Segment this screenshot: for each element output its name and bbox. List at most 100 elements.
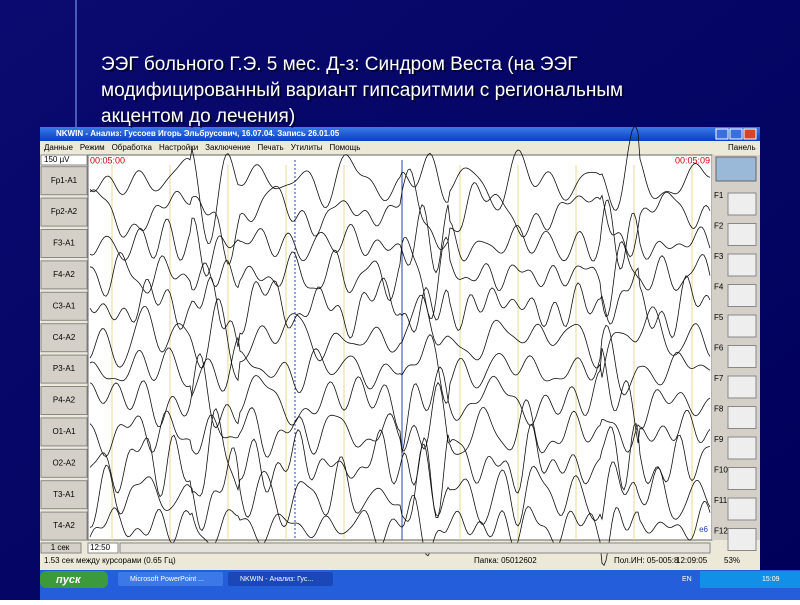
status-field: 1.53 сек между курсорами (0.65 Гц) xyxy=(44,556,176,565)
channel-button[interactable] xyxy=(40,354,88,384)
scale-box xyxy=(40,154,88,166)
menu-item[interactable]: Режим xyxy=(80,143,105,152)
channel-label: P4-A2 xyxy=(53,396,76,405)
start-label[interactable]: пуск xyxy=(56,574,82,586)
channel-label: O2-A2 xyxy=(52,458,76,467)
toolbar-key[interactable]: F12 xyxy=(714,527,728,536)
toolbar-button[interactable] xyxy=(727,467,757,490)
toolbar-button[interactable] xyxy=(727,223,757,246)
status-field: 12:09:05 xyxy=(676,556,708,565)
channel-label: T4-A2 xyxy=(53,521,75,530)
toolbar-key[interactable]: F7 xyxy=(714,374,724,383)
marker-label: e6 xyxy=(699,525,708,534)
page-unit: 1 сек xyxy=(51,543,70,552)
tray xyxy=(700,571,800,588)
eeg-trace xyxy=(89,267,711,348)
start-button[interactable] xyxy=(40,571,108,588)
window-title: NKWIN - Анализ: Гуссоев Игорь Эльбрусови… xyxy=(56,129,340,138)
toolbar-key[interactable]: F9 xyxy=(714,435,724,444)
toolbar-key[interactable]: F6 xyxy=(714,344,724,353)
channel-button[interactable] xyxy=(40,291,88,321)
menu-item[interactable]: Заключение xyxy=(205,143,251,152)
toolbar-key[interactable]: F2 xyxy=(714,222,724,231)
title-shadow: акцентом до лечения) xyxy=(103,108,297,129)
toolbar-button[interactable] xyxy=(727,314,757,338)
toolbar-key[interactable]: F5 xyxy=(714,313,724,322)
slide-title: модифицированный вариант гипсаритмии с р… xyxy=(101,80,623,101)
slide-title: акцентом до лечения) xyxy=(101,106,295,127)
channel-button[interactable] xyxy=(40,511,88,541)
toolbar-button[interactable] xyxy=(727,284,757,307)
eeg-trace xyxy=(89,294,711,382)
eeg-trace xyxy=(89,126,711,245)
channel-label: O1-A1 xyxy=(52,427,76,436)
status-field: Пол.ИН: 05-005:8 xyxy=(614,556,679,565)
channel-button[interactable] xyxy=(40,197,88,227)
toolbar-key[interactable]: F10 xyxy=(714,466,728,475)
toolbar-button[interactable] xyxy=(727,345,757,368)
menu-item[interactable]: Печать xyxy=(258,143,284,152)
menu-item[interactable]: Данные xyxy=(44,143,73,152)
time-start: 00:05:00 xyxy=(90,155,125,165)
window-button[interactable] xyxy=(743,128,757,140)
lang: EN xyxy=(682,576,692,583)
menu-item[interactable]: Обработка xyxy=(112,143,153,152)
toolbar-key[interactable]: F1 xyxy=(714,191,724,200)
channel-label: F4-A2 xyxy=(53,270,75,279)
toolbar-key[interactable]: F3 xyxy=(714,252,724,261)
menu-item[interactable]: Настройки xyxy=(159,143,198,152)
title-shadow: модифицированный вариант гипсаритмии с р… xyxy=(103,82,625,103)
title-shadow: ЭЭГ больного Г.Э. 5 мес. Д-з: Синдром Ве… xyxy=(103,56,580,77)
toolbar-key[interactable]: F8 xyxy=(714,405,724,414)
toolbar-button[interactable] xyxy=(727,375,757,399)
toolbar-key[interactable]: F4 xyxy=(714,283,724,292)
channel-button[interactable] xyxy=(40,260,88,290)
toolbar-button[interactable] xyxy=(727,406,757,429)
toolbar-button[interactable] xyxy=(727,436,757,460)
toolbar-icon[interactable] xyxy=(715,156,757,182)
menu-item[interactable]: Утилиты xyxy=(291,143,323,152)
channel-button[interactable] xyxy=(40,229,88,258)
toolbar-button[interactable] xyxy=(727,192,757,216)
toolbar-button[interactable] xyxy=(727,253,757,277)
eeg-trace xyxy=(89,348,711,454)
panel-label[interactable]: Панель xyxy=(728,143,756,152)
status-field: 53% xyxy=(724,556,740,565)
task-button[interactable] xyxy=(118,572,223,586)
channel-label: C3-A1 xyxy=(53,301,76,310)
toolbar-button[interactable] xyxy=(727,497,757,521)
eeg-trace xyxy=(89,494,711,567)
page-unit-box xyxy=(40,542,82,554)
task-label[interactable]: Microsoft PowerPoint ... xyxy=(130,576,204,583)
scrollbar[interactable] xyxy=(119,542,711,554)
clock: 15:09 xyxy=(762,576,780,583)
channel-button[interactable] xyxy=(40,448,88,478)
channel-label: F3-A1 xyxy=(53,239,75,248)
scale-label: 150 µV xyxy=(44,155,70,164)
page-time-box xyxy=(87,542,119,554)
channel-button[interactable] xyxy=(40,323,88,353)
toolbar-key[interactable]: F11 xyxy=(714,496,728,505)
slide-title: ЭЭГ больного Г.Э. 5 мес. Д-з: Синдром Ве… xyxy=(101,54,578,75)
toolbar-button[interactable] xyxy=(727,528,757,551)
window-button[interactable] xyxy=(729,128,743,140)
channel-button[interactable] xyxy=(40,417,88,447)
channel-label: Fp1-A1 xyxy=(51,176,78,185)
task-label[interactable]: NKWIN - Анализ: Гус... xyxy=(240,576,313,583)
channel-label: C4-A2 xyxy=(53,333,76,342)
status-field: Папка: 05012602 xyxy=(474,556,537,565)
channel-label: Fp2-A2 xyxy=(51,207,78,216)
channel-button[interactable] xyxy=(40,166,88,196)
window-button[interactable] xyxy=(715,128,729,140)
channel-label: P3-A1 xyxy=(53,364,76,373)
eeg-trace xyxy=(89,443,711,532)
menu-item[interactable]: Помощь xyxy=(329,143,360,152)
channel-label: T3-A1 xyxy=(53,490,75,499)
eeg-trace xyxy=(89,407,711,518)
eeg-trace xyxy=(89,199,711,277)
channel-button[interactable] xyxy=(40,386,88,415)
time-end: 00:05:09 xyxy=(675,155,710,165)
channel-button[interactable] xyxy=(40,480,88,510)
task-button[interactable] xyxy=(228,572,333,586)
